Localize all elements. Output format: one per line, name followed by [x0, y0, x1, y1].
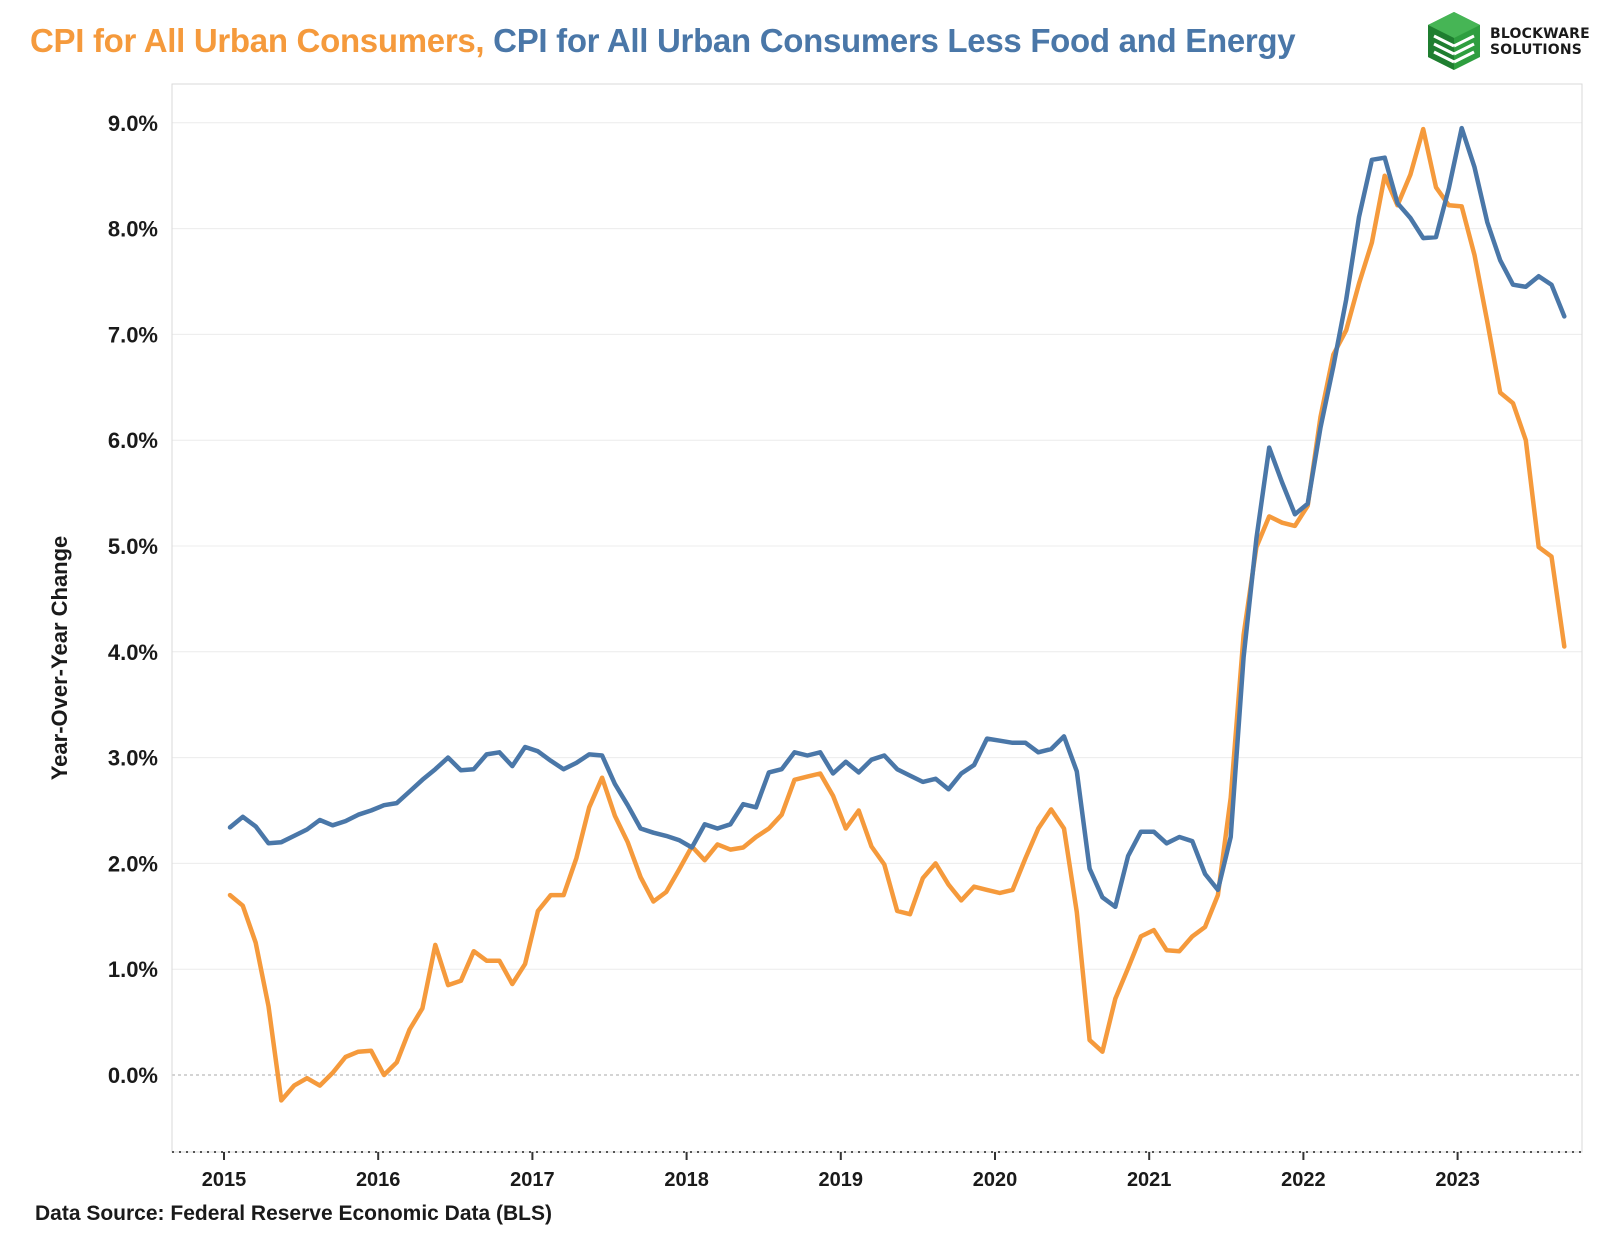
- x-tick-label: 2016: [356, 1169, 401, 1191]
- y-tick-label: 2.0%: [108, 851, 158, 876]
- chart-series: [227, 125, 1567, 1103]
- x-tick-label: 2020: [973, 1169, 1018, 1191]
- x-tick-label: 2017: [510, 1169, 555, 1191]
- y-tick-label: 1.0%: [108, 957, 158, 982]
- chart-title: CPI for All Urban Consumers, CPI for All…: [30, 22, 1296, 60]
- chart-axes: [171, 83, 1583, 1153]
- logo-text: BLOCKWARE SOLUTIONS: [1490, 26, 1590, 58]
- title-part-cpi: CPI for All Urban Consumers,: [30, 22, 485, 59]
- y-tick-label: 6.0%: [108, 428, 158, 453]
- x-tick-label: 2019: [819, 1169, 864, 1191]
- y-tick-label: 5.0%: [108, 534, 158, 559]
- blockware-cube-logo-icon: [1428, 12, 1480, 70]
- x-tick-label: 2015: [202, 1169, 247, 1191]
- series-line-cpi: [227, 126, 1567, 1103]
- y-tick-label: 4.0%: [108, 640, 158, 665]
- chart-gridlines: [172, 122, 1582, 1076]
- x-tick-label: 2022: [1281, 1169, 1326, 1191]
- logo-text-line2: SOLUTIONS: [1490, 42, 1583, 58]
- x-axis-ticks: 2015 2016 2017 2018 2019 2020 2021 2022 2023: [202, 1152, 1480, 1191]
- y-tick-label: 0.0%: [108, 1063, 158, 1088]
- logo-text-line1: BLOCKWARE: [1490, 26, 1590, 42]
- y-axis-label: Year-Over-Year Change: [47, 536, 72, 781]
- y-tick-label: 3.0%: [108, 746, 158, 771]
- series-line-core-cpi: [227, 125, 1567, 910]
- data-source-note: Data Source: Federal Reserve Economic Da…: [35, 1202, 553, 1225]
- x-tick-label: 2023: [1435, 1169, 1480, 1191]
- y-tick-label: 7.0%: [108, 322, 158, 347]
- x-tick-label: 2018: [664, 1169, 709, 1191]
- y-axis-ticks: 0.0% 1.0% 2.0% 3.0% 4.0% 5.0% 6.0% 7.0% 8.0% 9.0%: [108, 111, 158, 1088]
- plot-area-border: [171, 83, 1583, 1153]
- y-tick-label: 9.0%: [108, 111, 158, 136]
- y-tick-label: 8.0%: [108, 217, 158, 242]
- x-tick-label: 2021: [1127, 1169, 1172, 1191]
- blockware-logo: BLOCKWARE SOLUTIONS: [1424, 10, 1590, 76]
- title-part-core-cpi: CPI for All Urban Consumers Less Food an…: [493, 22, 1296, 59]
